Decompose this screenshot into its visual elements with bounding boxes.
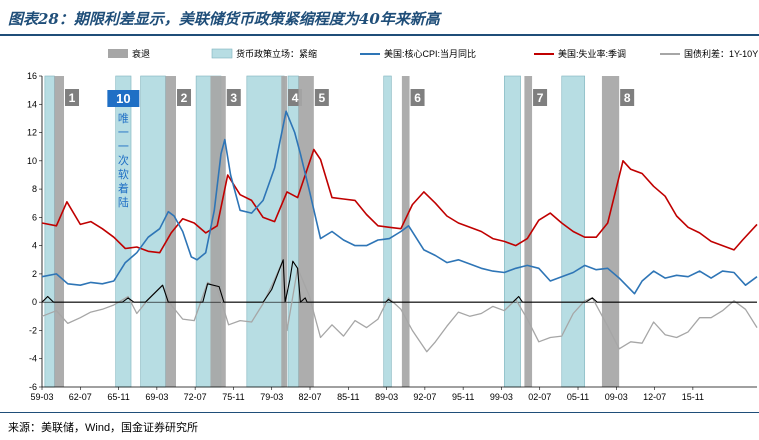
- recession-bar: [401, 76, 410, 387]
- x-tick-label: 15-11: [682, 392, 704, 402]
- tightening-sublabel-char: 陆: [118, 195, 129, 209]
- x-tick-label: 09-03: [605, 392, 628, 402]
- y-tick-label: -2: [29, 325, 37, 335]
- legend-entry-label: 衰退: [132, 48, 150, 59]
- tightening-sublabel-char: 软: [118, 167, 129, 181]
- tightening-bar: [246, 75, 285, 388]
- title-bar: 图表28：期限利差显示，美联储货币政策紧缩程度为40年来新高: [0, 0, 759, 36]
- x-tick-label: 99-03: [490, 392, 513, 402]
- recession-label: 5: [318, 91, 325, 105]
- x-tick-label: 02-07: [528, 392, 551, 402]
- legend: 衰退 货币政策立场：紧缩 美国:核心CPI:当月同比 美国:失业率:季调 国债利差：1Y…: [108, 48, 758, 59]
- x-tick-label: 72-07: [184, 392, 207, 402]
- y-tick-label: 16: [27, 71, 37, 81]
- x-tick-label: 75-11: [222, 392, 244, 402]
- x-tick-label: 89-03: [375, 392, 398, 402]
- recession-label: 2: [181, 91, 188, 105]
- recession-label-box: [177, 89, 192, 106]
- recession-label-box: [620, 89, 635, 106]
- legend-entry-label: 美国:失业率:季调: [558, 48, 626, 59]
- source-note: 来源：美联储，Wind，国金证券研究所: [8, 422, 199, 434]
- recession-bar: [54, 76, 65, 387]
- recession-bar: [165, 76, 177, 387]
- recession-bar: [281, 76, 288, 387]
- series-line: [41, 259, 757, 303]
- x-tick-label: 92-07: [413, 392, 436, 402]
- recession-label: 7: [537, 91, 544, 105]
- recession-label: 6: [414, 91, 421, 105]
- y-tick-label: 8: [32, 184, 37, 194]
- y-tick-label: 2: [32, 269, 37, 279]
- tightening-bar: [140, 75, 166, 388]
- x-tick-label: 59-03: [30, 392, 53, 402]
- recession-label-box: [65, 89, 80, 106]
- y-tick-label: 14: [27, 99, 37, 109]
- x-tick-label: 95-11: [452, 392, 474, 402]
- series-line: [41, 259, 758, 353]
- y-tick-label: 0: [32, 297, 37, 307]
- chart-title: 图表28：期限利差显示，美联储货币政策紧缩程度为40年来新高: [8, 10, 440, 28]
- recession-label: 4: [292, 91, 299, 105]
- series-line: [41, 110, 758, 295]
- y-tick-label: 10: [27, 156, 37, 166]
- tightening-bar: [287, 75, 299, 388]
- source-divider: [0, 412, 759, 413]
- tightening-sublabel-char: 一: [118, 141, 129, 153]
- x-tick-label: 82-07: [298, 392, 321, 402]
- tightening-sublabel-char: 次: [118, 153, 129, 167]
- recession-label-box: [314, 89, 329, 106]
- y-tick-label: -6: [29, 382, 37, 392]
- tightening-bar: [504, 75, 521, 388]
- recession-bar: [298, 76, 314, 387]
- legend-swatch-recession: [108, 49, 128, 58]
- tightening-sublabel-char: 着: [118, 181, 129, 195]
- legend-swatch-tightening: [211, 48, 233, 59]
- tightening-sublabel-char: 唯: [118, 112, 129, 125]
- x-tick-label: 62-07: [69, 392, 92, 402]
- y-tick-label: 6: [32, 212, 37, 222]
- x-tick-label: 69-03: [145, 392, 168, 402]
- legend-entry-label: 美国:核心CPI:当月同比: [384, 48, 476, 59]
- recession-label-box: [226, 89, 241, 106]
- recession-label: 1: [69, 91, 76, 105]
- y-tick-label: 4: [32, 241, 37, 251]
- recession-bar: [601, 76, 620, 387]
- tightening-label-box: [107, 90, 140, 107]
- x-tick-label: 79-03: [260, 392, 283, 402]
- recession-bar: [210, 76, 226, 387]
- tightening-bar: [44, 75, 55, 388]
- tightening-label: 10: [116, 91, 130, 106]
- legend-entry-label: 国债利差：1Y-10Y: [684, 48, 758, 59]
- tightening-sublabel-char: 一: [118, 127, 129, 139]
- x-tick-label: 12-07: [643, 392, 666, 402]
- recession-label-box: [533, 89, 548, 106]
- y-tick-label: 12: [27, 128, 37, 138]
- x-tick-label: 05-11: [567, 392, 589, 402]
- recession-label: 3: [230, 91, 237, 105]
- x-tick-label: 65-11: [107, 392, 129, 402]
- recession-label-box: [410, 89, 425, 106]
- tightening-bar: [383, 75, 392, 388]
- legend-entry-label: 货币政策立场：紧缩: [236, 48, 317, 59]
- line-layer: [41, 110, 758, 353]
- recession-bar: [524, 76, 533, 387]
- x-tick-label: 85-11: [337, 392, 359, 402]
- series-line: [41, 148, 758, 254]
- recession-label: 8: [624, 91, 631, 105]
- y-tick-label: -4: [29, 354, 37, 364]
